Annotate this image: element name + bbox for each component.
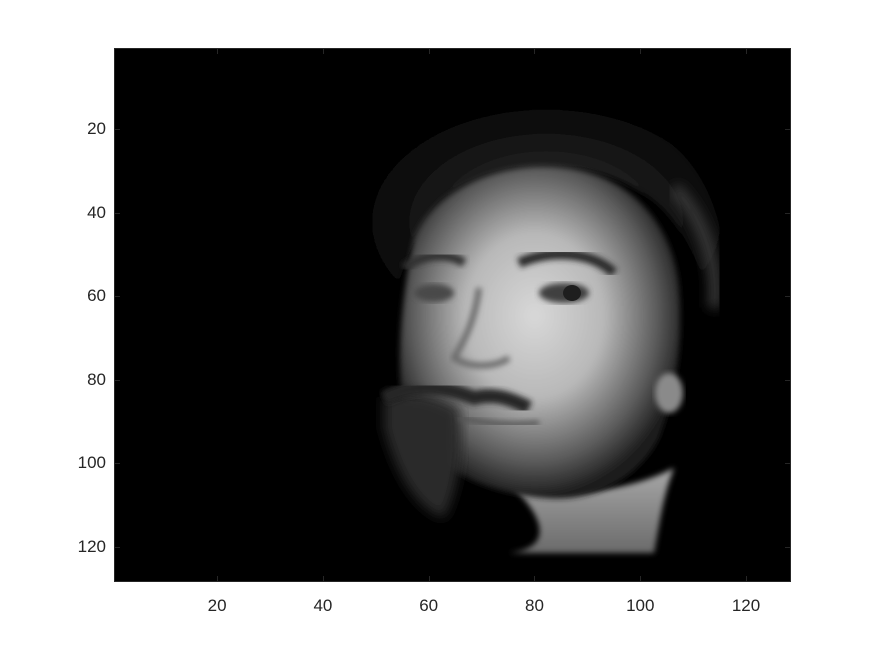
y-tick-mark (114, 463, 120, 465)
x-tick-mark-top (746, 48, 748, 54)
y-tick-label: 60 (87, 286, 106, 306)
x-tick-mark (534, 576, 536, 582)
y-tick-mark (114, 129, 120, 131)
x-tick-label: 40 (313, 596, 333, 615)
x-tick-mark-top (640, 48, 642, 54)
x-tick-mark (217, 576, 219, 582)
y-tick-label: 40 (87, 202, 106, 222)
y-tick-mark (114, 296, 120, 298)
face-region (399, 166, 681, 499)
x-tick-mark (428, 576, 430, 582)
x-tick-mark (322, 576, 324, 582)
x-tick-mark (746, 576, 748, 582)
y-tick-mark-right (785, 379, 791, 381)
x-tick-label: 120 (731, 596, 761, 615)
y-tick-mark (114, 212, 120, 214)
x-tick-mark-top (322, 48, 324, 54)
x-tick-label: 100 (626, 596, 655, 615)
y-tick-mark-right (785, 212, 791, 214)
x-tick-label: 80 (525, 596, 544, 615)
y-tick-mark (114, 546, 120, 548)
x-tick-mark (640, 576, 642, 582)
y-tick-label: 80 (87, 369, 106, 389)
x-tick-label: 60 (419, 596, 439, 615)
y-tick-label: 100 (77, 453, 106, 473)
x-tick-mark-top (534, 48, 536, 54)
x-tick-mark-top (428, 48, 430, 54)
y-tick-mark (114, 379, 120, 381)
x-tick-mark-top (217, 48, 219, 54)
x-tick-label: 20 (207, 596, 227, 615)
y-tick-label: 20 (87, 119, 106, 139)
image-axes[interactable] (114, 48, 791, 582)
y-tick-mark-right (785, 129, 791, 131)
neck-region (509, 468, 674, 553)
y-tick-label: 120 (77, 536, 106, 556)
y-tick-mark-right (785, 296, 791, 298)
hair-region (367, 106, 726, 338)
y-tick-mark-right (785, 546, 791, 548)
y-tick-mark-right (785, 463, 791, 465)
grayscale-face-image (114, 48, 791, 582)
